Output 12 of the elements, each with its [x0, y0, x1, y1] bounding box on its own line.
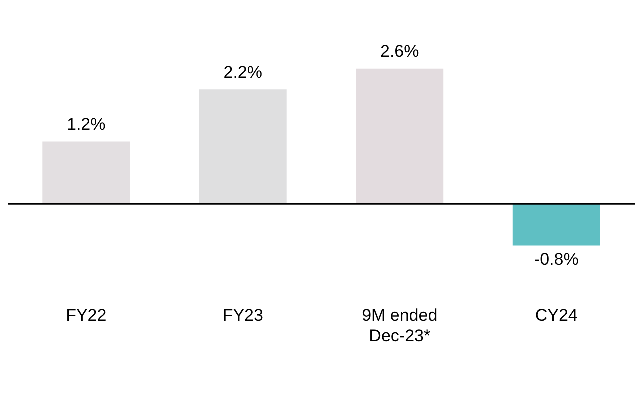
bar — [512, 204, 600, 246]
data-label: 1.2% — [67, 114, 106, 134]
x-tick-label: CY24 — [535, 306, 578, 326]
x-tick-label: FY23 — [222, 306, 264, 326]
bar — [199, 90, 287, 204]
bar — [42, 142, 130, 204]
data-label: -0.8% — [534, 250, 579, 269]
bar — [356, 68, 444, 204]
data-label: 2.2% — [224, 62, 262, 82]
x-tick-label: FY22 — [66, 306, 107, 326]
x-tick-label: 9M ended Dec-23* — [362, 306, 438, 346]
data-label: 2.6% — [380, 42, 420, 62]
